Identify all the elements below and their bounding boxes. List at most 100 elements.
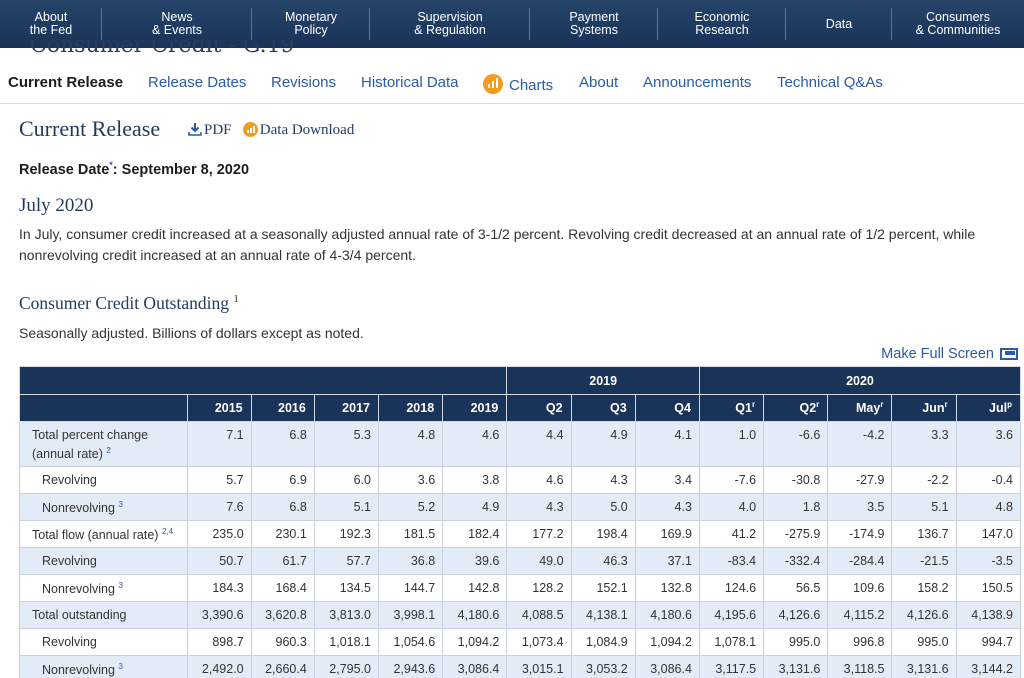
table-cell: 150.5 (955, 574, 1022, 602)
column-header: Q4 (634, 394, 700, 422)
table-cell: 1,078.1 (698, 628, 765, 656)
tab-announcements[interactable]: Announcements (643, 74, 752, 91)
tab-technical-qa[interactable]: Technical Q&As (777, 74, 883, 91)
table-cell: 41.2 (698, 520, 765, 548)
nav-divider (369, 8, 370, 40)
table-subtitle: Seasonally adjusted. Billions of dollars… (19, 325, 364, 341)
nav-about-line1: About (34, 10, 68, 24)
consumer-credit-table-container[interactable]: 2019 2020 2015 2016 2017 2018 2019 Q2 Q3 Q4 Q1r Q… (19, 366, 1024, 678)
table-cell: -7.6 (698, 466, 765, 494)
nav-payment-line1: Payment (569, 10, 619, 24)
nav-monetary-policy[interactable]: Monetary Policy (252, 0, 370, 48)
table-cell: 124.6 (698, 574, 765, 602)
tab-historical-data[interactable]: Historical Data (361, 74, 459, 91)
column-header: Q3 (570, 394, 636, 422)
row-footnote-link[interactable]: 3 (118, 662, 123, 672)
table-cell: 6.0 (313, 466, 379, 494)
table-cell: 109.6 (827, 574, 893, 602)
table-cell: 134.5 (313, 574, 379, 602)
table-cell: 4.1 (634, 421, 700, 467)
table-cell: 4.8 (377, 421, 444, 467)
table-cell: 181.5 (377, 520, 444, 548)
pdf-link[interactable]: PDF (188, 122, 232, 138)
table-cell: 132.8 (634, 574, 700, 602)
nav-news[interactable]: News & Events (102, 0, 252, 48)
tab-charts[interactable]: Charts (483, 74, 553, 94)
row-label: Revolving (19, 466, 189, 494)
table-cell: 144.7 (377, 574, 444, 602)
page-heading-partial: Consumer Credit - G.19 (30, 40, 295, 62)
fullscreen-icon (1000, 348, 1018, 360)
nav-supervision-line1: Supervision (417, 10, 483, 24)
year-group-blank (19, 366, 508, 395)
column-header-label: May (856, 401, 881, 416)
table-cell: -284.4 (827, 547, 893, 575)
nav-consumers-line2: & Communities (915, 23, 1001, 37)
table-cell: 50.7 (187, 547, 252, 575)
table-cell: 37.1 (634, 547, 700, 575)
row-footnote-link[interactable]: 2,4 (161, 527, 174, 537)
tab-release-dates[interactable]: Release Dates (148, 74, 247, 91)
year-group-2019: 2019 (506, 366, 700, 395)
tab-current-release[interactable]: Current Release (8, 74, 124, 91)
table-cell: 3.3 (891, 421, 957, 467)
data-download-link[interactable]: Data Download (242, 122, 354, 138)
row-footnote-link[interactable]: 3 (118, 581, 123, 591)
row-label-text: Nonrevolving (42, 582, 115, 597)
table-cell: -332.4 (763, 547, 829, 575)
table-cell: 4.0 (698, 493, 765, 521)
row-label: Total flow (annual rate) 2,4 (19, 520, 189, 548)
nav-payment-systems[interactable]: Payment Systems (530, 0, 658, 48)
table-cell: 4.4 (506, 421, 572, 467)
column-header-label: 2018 (406, 401, 435, 415)
nav-news-line2: & Events (151, 23, 203, 37)
row-label-text: Revolving (42, 554, 97, 568)
table-cell: 3,086.4 (442, 655, 508, 678)
table-cell: -83.4 (698, 547, 765, 575)
nav-divider (101, 8, 102, 40)
tab-revisions[interactable]: Revisions (271, 74, 337, 91)
nav-economic-research[interactable]: Economic Research (658, 0, 786, 48)
table-cell: -174.9 (827, 520, 893, 548)
table-title-footnote[interactable]: 1 (233, 293, 239, 306)
nav-data[interactable]: Data (786, 0, 892, 48)
table-cell: 168.4 (250, 574, 315, 602)
table-cell: 39.6 (442, 547, 508, 575)
table-cell: 198.4 (570, 520, 636, 548)
table-cell: 5.1 (313, 493, 379, 521)
table-cell: 7.6 (187, 493, 252, 521)
table-cell: 2,492.0 (187, 655, 252, 678)
table-cell: 1,018.1 (313, 628, 379, 656)
nav-consumers[interactable]: Consumers & Communities (892, 0, 1024, 48)
table-cell: 4,138.1 (570, 601, 636, 629)
table-cell: 142.8 (442, 574, 508, 602)
row-label-text: Total outstanding (32, 608, 127, 622)
table-cell: 995.0 (763, 628, 829, 656)
nav-economic-line1: Economic (694, 10, 750, 24)
table-cell: 184.3 (187, 574, 252, 602)
table-cell: -3.5 (955, 547, 1022, 575)
column-header-label: 2017 (342, 401, 370, 415)
table-cell: 6.9 (250, 466, 315, 494)
column-header-label: 2019 (470, 401, 499, 415)
row-label: Total percent change (annual rate) 2 (19, 421, 189, 467)
tab-about[interactable]: About (579, 74, 619, 91)
row-footnote-link[interactable]: 2 (106, 446, 111, 455)
table-row: Nonrevolving 3 7.6 6.8 5.1 5.2 4.9 4.3 5.0 4.3 4.… (19, 493, 1022, 521)
table-cell: 2,795.0 (313, 655, 379, 678)
table-cell: 2,943.6 (377, 655, 444, 678)
row-label-text: Revolving (42, 473, 97, 487)
column-header-blank (19, 394, 189, 422)
column-header-label: Q4 (674, 401, 691, 415)
nav-about[interactable]: About the Fed (0, 0, 102, 48)
full-screen-label: Make Full Screen (881, 346, 994, 362)
row-footnote-link[interactable]: 3 (118, 500, 123, 510)
row-label: Nonrevolving 3 (19, 574, 189, 602)
table-cell: 128.2 (506, 574, 572, 602)
table-cell: 4.8 (955, 493, 1022, 521)
release-date-footnote-link[interactable]: * (109, 160, 113, 170)
table-cell: 6.8 (250, 421, 315, 467)
month-title: July 2020 (19, 195, 94, 216)
nav-supervision[interactable]: Supervision & Regulation (370, 0, 530, 48)
full-screen-button[interactable]: Make Full Screen (881, 346, 1018, 362)
